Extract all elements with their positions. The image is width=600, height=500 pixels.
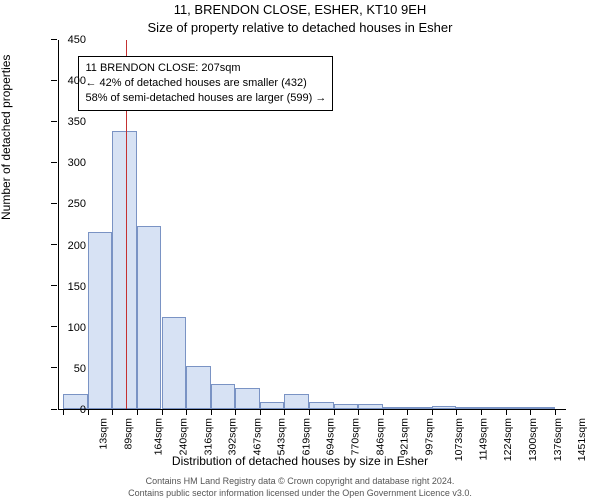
x-tick	[112, 409, 113, 415]
x-tick-label: 997sqm	[423, 418, 435, 455]
histogram-bar	[334, 404, 359, 409]
histogram-bar	[211, 384, 236, 409]
annotation-line: 58% of semi-detached houses are larger (…	[85, 91, 326, 106]
chart-subtitle: Size of property relative to detached ho…	[0, 20, 600, 35]
y-tick-label: 300	[68, 157, 86, 169]
chart-title: 11, BRENDON CLOSE, ESHER, KT10 9EH	[0, 2, 600, 17]
histogram-bar	[358, 404, 383, 409]
y-tick	[51, 121, 57, 122]
x-tick	[334, 409, 335, 415]
x-tick	[235, 409, 236, 415]
annotation-line: ← 42% of detached houses are smaller (43…	[85, 76, 326, 91]
x-tick-label: 846sqm	[374, 418, 386, 455]
footer-line-2: Contains public sector information licen…	[0, 488, 600, 498]
y-tick-label: 350	[68, 116, 86, 128]
y-tick	[51, 244, 57, 245]
x-tick	[407, 409, 408, 415]
x-tick	[88, 409, 89, 415]
x-tick	[383, 409, 384, 415]
annotation-box: 11 BRENDON CLOSE: 207sqm← 42% of detache…	[78, 56, 333, 111]
x-tick-label: 619sqm	[300, 418, 312, 455]
x-tick	[358, 409, 359, 415]
y-tick-label: 150	[68, 281, 86, 293]
x-tick-label: 543sqm	[276, 418, 288, 455]
histogram-bar	[137, 226, 162, 409]
x-tick-label: 694sqm	[325, 418, 337, 455]
x-tick	[284, 409, 285, 415]
y-tick	[51, 285, 57, 286]
footer-line-1: Contains HM Land Registry data © Crown c…	[0, 476, 600, 486]
x-tick	[432, 409, 433, 415]
x-tick-label: 392sqm	[227, 418, 239, 455]
y-tick-label: 450	[68, 34, 86, 46]
y-tick	[51, 162, 57, 163]
histogram-bar	[88, 232, 113, 409]
y-tick	[51, 326, 57, 327]
histogram-bar	[284, 394, 309, 409]
x-axis-label: Distribution of detached houses by size …	[0, 454, 600, 468]
chart-container: 11, BRENDON CLOSE, ESHER, KT10 9EH Size …	[0, 0, 600, 500]
plot-inner: 13sqm89sqm164sqm240sqm316sqm392sqm467sqm…	[58, 40, 566, 410]
histogram-bar	[309, 402, 334, 409]
histogram-bar	[481, 407, 506, 409]
plot-area: 13sqm89sqm164sqm240sqm316sqm392sqm467sqm…	[58, 40, 566, 410]
histogram-bar	[186, 366, 211, 409]
y-tick	[51, 367, 57, 368]
x-tick	[186, 409, 187, 415]
y-tick-label: 50	[74, 363, 86, 375]
y-tick-label: 100	[68, 322, 86, 334]
x-tick	[211, 409, 212, 415]
x-tick	[162, 409, 163, 415]
y-tick	[51, 39, 57, 40]
histogram-bar	[260, 402, 285, 409]
x-tick-label: 240sqm	[177, 418, 189, 455]
x-tick-label: 921sqm	[398, 418, 410, 455]
x-tick-label: 770sqm	[349, 418, 361, 455]
histogram-bar	[432, 406, 457, 409]
y-tick	[51, 203, 57, 204]
y-tick-label: 400	[68, 75, 86, 87]
x-tick	[506, 409, 507, 415]
x-tick-label: 89sqm	[122, 418, 134, 450]
y-axis-label: Number of detached properties	[0, 55, 13, 220]
y-tick-label: 0	[80, 404, 86, 416]
x-tick	[530, 409, 531, 415]
x-tick	[260, 409, 261, 415]
histogram-bar	[112, 131, 137, 409]
x-tick	[63, 409, 64, 415]
histogram-bar	[506, 407, 531, 409]
x-tick-label: 467sqm	[251, 418, 263, 455]
x-tick	[309, 409, 310, 415]
x-tick-label: 164sqm	[153, 418, 165, 455]
y-tick-label: 200	[68, 240, 86, 252]
histogram-bar	[235, 388, 260, 409]
y-tick	[51, 80, 57, 81]
x-tick	[456, 409, 457, 415]
x-tick	[137, 409, 138, 415]
x-tick	[481, 409, 482, 415]
histogram-bar	[456, 407, 481, 409]
histogram-bar	[407, 407, 432, 409]
y-tick	[51, 409, 57, 410]
x-tick-label: 13sqm	[98, 418, 110, 450]
histogram-bar	[530, 407, 555, 409]
annotation-line: 11 BRENDON CLOSE: 207sqm	[85, 61, 326, 76]
histogram-bar	[162, 317, 187, 409]
x-tick-label: 316sqm	[202, 418, 214, 455]
x-tick	[555, 409, 556, 415]
y-tick-label: 250	[68, 198, 86, 210]
histogram-bar	[383, 407, 408, 409]
